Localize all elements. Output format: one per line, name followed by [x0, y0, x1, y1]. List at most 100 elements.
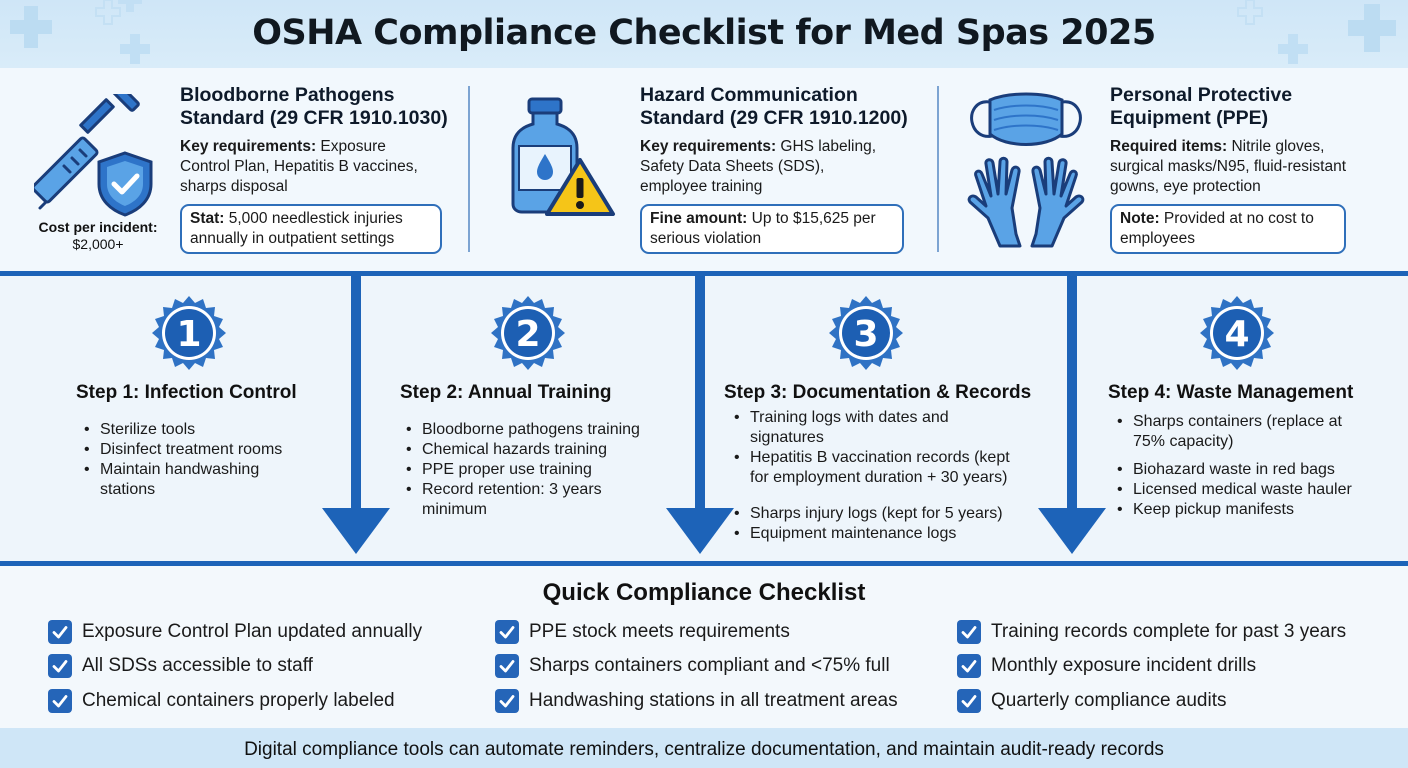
note-callout: Note: Provided at no cost to employees [1110, 204, 1346, 254]
list-item: Equipment maintenance logs [728, 524, 1038, 544]
req-label: Required items: [1110, 138, 1228, 155]
checklist-item: Exposure Control Plan updated annually [48, 619, 422, 645]
callout-line: serious violation [650, 230, 762, 247]
header: OSHA Compliance Checklist for Med Spas 2… [0, 0, 1408, 68]
callout-line: annually in outpatient settings [190, 230, 395, 247]
list-item: Record retention: 3 years minimum [400, 480, 670, 520]
callout-line: Up to $15,625 per [747, 210, 876, 227]
shield-check-icon [97, 151, 153, 217]
step-2-list: Bloodborne pathogens training Chemical h… [400, 420, 670, 520]
title-line: Standard (29 CFR 1910.1030) [180, 107, 448, 129]
list-item: Chemical hazards training [400, 440, 670, 460]
standard-title: Bloodborne Pathogens Standard (29 CFR 19… [180, 84, 448, 130]
list-item-text: Equipment maintenance logs [750, 525, 957, 542]
list-item-text: Disinfect treatment rooms [100, 441, 283, 458]
req-line: Exposure [316, 138, 386, 155]
down-arrow-icon [322, 276, 390, 554]
req-line: sharps disposal [180, 178, 288, 195]
list-item: Hepatitis B vaccination records (kept for… [728, 448, 1038, 488]
req-label: Key requirements: [180, 138, 317, 155]
step-2-title: Step 2: Annual Training [400, 382, 612, 403]
checklist-item-label: Exposure Control Plan updated annually [82, 621, 423, 642]
section-rule [0, 561, 1408, 566]
list-item: Keep pickup manifests [1111, 500, 1391, 520]
list-item-text: Biohazard waste in red bags [1133, 461, 1335, 478]
step-number: 2 [515, 314, 540, 355]
check-icon [495, 689, 519, 713]
standard-title: Hazard Communication Standard (29 CFR 19… [640, 84, 908, 130]
footer-note: Digital compliance tools can automate re… [0, 728, 1408, 768]
list-item: Bloodborne pathogens training [400, 420, 670, 440]
cost-per-incident: Cost per incident: $2,000+ [28, 219, 168, 253]
checklist-item: Chemical containers properly labeled [48, 688, 395, 714]
standard-bloodborne-pathogens: Bloodborne Pathogens Standard (29 CFR 19… [180, 84, 448, 197]
standard-requirements: Key requirements: GHS labeling, Safety D… [640, 137, 908, 197]
req-line: Nitrile gloves, [1227, 138, 1325, 155]
step-number: 1 [176, 314, 201, 355]
list-item: Training logs with dates and signatures [728, 408, 1038, 448]
standards-divider [937, 86, 939, 252]
list-item: PPE proper use training [400, 460, 670, 480]
title-line: Personal Protective [1110, 84, 1293, 106]
req-label: Key requirements: [640, 138, 777, 155]
list-item-text: for employment duration + 30 years) [750, 469, 1008, 486]
down-arrow-icon [1038, 276, 1106, 554]
step-number: 4 [1224, 314, 1249, 355]
step-1-badge: 1 [152, 296, 226, 370]
checklist-item: Training records complete for past 3 yea… [957, 619, 1346, 645]
title-line: Bloodborne Pathogens [180, 84, 395, 106]
page-title: OSHA Compliance Checklist for Med Spas 2… [252, 13, 1156, 53]
list-item-text: signatures [750, 429, 824, 446]
step-4-title: Step 4: Waste Management [1108, 382, 1354, 403]
warning-triangle-icon [545, 158, 615, 216]
callout-line: 5,000 needlestick injuries [224, 210, 403, 227]
step-number: 3 [853, 314, 878, 355]
medical-cross-decoration-left-icon [10, 0, 150, 64]
callout-label: Stat: [190, 210, 225, 227]
cost-label: Cost per incident: [38, 219, 158, 235]
checklist-item-label: PPE stock meets requirements [529, 621, 790, 642]
standard-ppe: Personal Protective Equipment (PPE) Requ… [1110, 84, 1346, 197]
check-icon [495, 620, 519, 644]
req-line: gowns, eye protection [1110, 178, 1261, 195]
list-item-text: Record retention: 3 years [422, 481, 602, 498]
standard-requirements: Required items: Nitrile gloves, surgical… [1110, 137, 1346, 197]
checklist-item-label: Handwashing stations in all treatment ar… [529, 690, 898, 711]
checklist-item-label: Monthly exposure incident drills [991, 655, 1257, 676]
step-1-list: Sterilize tools Disinfect treatment room… [78, 420, 328, 500]
stat-callout: Stat: 5,000 needlestick injuries annuall… [180, 204, 442, 254]
list-item: Sterilize tools [78, 420, 328, 440]
req-line: Safety Data Sheets (SDS), [640, 158, 825, 175]
list-item-text: Bloodborne pathogens training [422, 421, 640, 438]
checklist-item-label: Sharps containers compliant and <75% ful… [529, 655, 890, 676]
list-item: Maintain handwashing stations [78, 460, 328, 500]
checklist-item: Monthly exposure incident drills [957, 653, 1256, 679]
checklist-item: PPE stock meets requirements [495, 619, 790, 645]
title-line: Hazard Communication [640, 84, 858, 106]
fine-callout: Fine amount: Up to $15,625 per serious v… [640, 204, 904, 254]
checklist-item: Sharps containers compliant and <75% ful… [495, 653, 890, 679]
standard-title: Personal Protective Equipment (PPE) [1110, 84, 1346, 130]
step-1-title: Step 1: Infection Control [76, 382, 297, 403]
standard-hazard-communication: Hazard Communication Standard (29 CFR 19… [640, 84, 908, 197]
list-item-text: PPE proper use training [422, 461, 592, 478]
checklist-item: Handwashing stations in all treatment ar… [495, 688, 898, 714]
standard-requirements: Key requirements: Exposure Control Plan,… [180, 137, 448, 197]
list-item: Biohazard waste in red bags [1111, 460, 1391, 480]
callout-label: Fine amount: [650, 210, 748, 227]
step-4-list: Sharps containers (replace at 75% capacit… [1111, 412, 1391, 520]
list-item: Sharps containers (replace at 75% capacit… [1111, 412, 1391, 452]
cost-value: $2,000+ [72, 236, 124, 252]
req-line: employee training [640, 178, 763, 195]
check-icon [957, 620, 981, 644]
gloves-icon [967, 156, 1085, 248]
list-item-text: Maintain handwashing [100, 461, 260, 478]
standards-divider [468, 86, 470, 252]
chemical-bottle-icon [511, 97, 579, 214]
checklist-item-label: Quarterly compliance audits [991, 690, 1227, 711]
medical-cross-decoration-right-icon [1237, 0, 1396, 64]
list-item-text: Hepatitis B vaccination records (kept [750, 449, 1010, 466]
title-line: Standard (29 CFR 1910.1200) [640, 107, 908, 129]
title-line: Equipment (PPE) [1110, 107, 1269, 129]
